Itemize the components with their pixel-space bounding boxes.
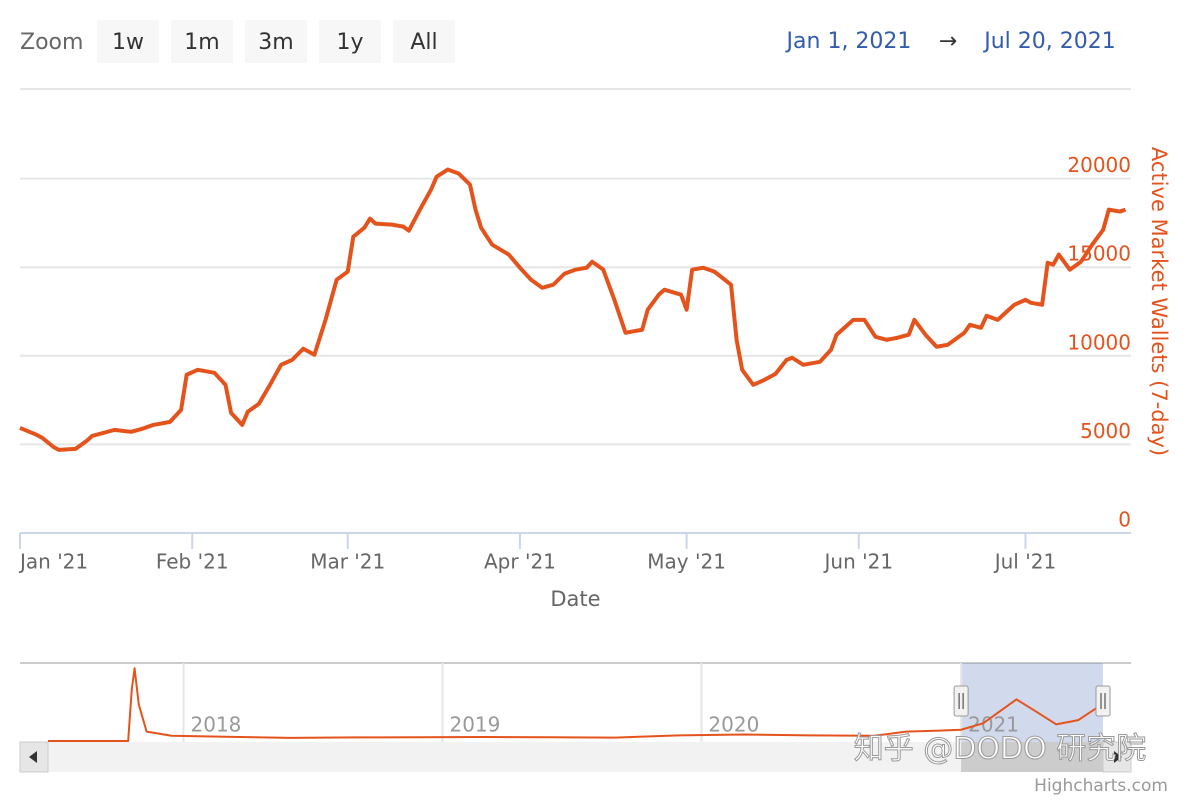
- range-button-label: 1w: [112, 30, 144, 55]
- x-tick-label: 2019: [449, 713, 500, 737]
- data-line: [48, 667, 1103, 742]
- range-button[interactable]: [171, 20, 233, 63]
- watermark: 知乎 @DODO 研究院: [854, 732, 1147, 767]
- range-button-label: All: [410, 30, 437, 55]
- range-button-label: 3m: [258, 30, 293, 55]
- range-button-label: 1y: [336, 30, 363, 55]
- x-tick-label: Jan '21: [18, 550, 88, 574]
- range-button[interactable]: [245, 20, 307, 63]
- y-axis-title: Active Market Wallets (7-day): [1147, 147, 1171, 456]
- zoom-label: Zoom: [20, 30, 83, 55]
- scrollbar-thumb[interactable]: [961, 742, 1103, 772]
- x-tick-label: Jun '21: [823, 550, 894, 574]
- x-axis-title: Date: [550, 587, 600, 611]
- x-tick-label: Apr '21: [484, 550, 556, 574]
- data-line: [19, 167, 1127, 452]
- overlay-layer: 知乎 @DODO 研究院 Highcharts.com: [853, 731, 1168, 796]
- x-tick-label: May '21: [647, 550, 726, 574]
- range-button-label: 1m: [184, 30, 219, 55]
- range-button[interactable]: [97, 20, 159, 63]
- plot-layer: 0 5000 10000 15000 20000 Jan '21 Feb '21 Mar '2…: [18, 147, 1171, 742]
- y-tick-label: 0: [1118, 508, 1131, 532]
- range-from[interactable]: Jan 1, 2021: [785, 29, 912, 54]
- navigator-handle[interactable]: [1095, 685, 1111, 717]
- scrollbar-left-arrow: [29, 751, 37, 763]
- navigator-handle-grip: [1100, 693, 1106, 709]
- background-layer: [19, 88, 1132, 773]
- range-button[interactable]: [393, 20, 455, 63]
- scrollbar-left-button[interactable]: [19, 741, 49, 773]
- navigator-mask: [961, 663, 1103, 742]
- scrollbar-track[interactable]: [20, 742, 1131, 772]
- range-button[interactable]: [319, 20, 381, 63]
- credits[interactable]: Highcharts.com: [1034, 776, 1168, 796]
- y-tick-label: 10000: [1067, 330, 1131, 354]
- range-arrow: →: [939, 29, 957, 54]
- y-tick-label: 15000: [1067, 242, 1131, 266]
- navigator-handle-grip: [958, 693, 964, 709]
- range-to[interactable]: Jul 20, 2021: [982, 29, 1116, 54]
- y-tick-label: 20000: [1067, 153, 1131, 177]
- x-tick-label: Mar '21: [310, 550, 385, 574]
- y-tick-label: 5000: [1080, 419, 1131, 443]
- x-tick-label: 2018: [191, 713, 242, 737]
- navigator-handle[interactable]: [953, 685, 969, 717]
- x-tick-label: Jul '21: [993, 550, 1056, 574]
- x-tick-label: Feb '21: [156, 550, 229, 574]
- range-selector: Zoom Jan 1, 2021 → Jul 20, 2021 1w 1m 3m 1y…: [20, 20, 1116, 63]
- x-tick-label: 2020: [708, 713, 759, 737]
- scrollbar-right-arrow: [1114, 751, 1122, 763]
